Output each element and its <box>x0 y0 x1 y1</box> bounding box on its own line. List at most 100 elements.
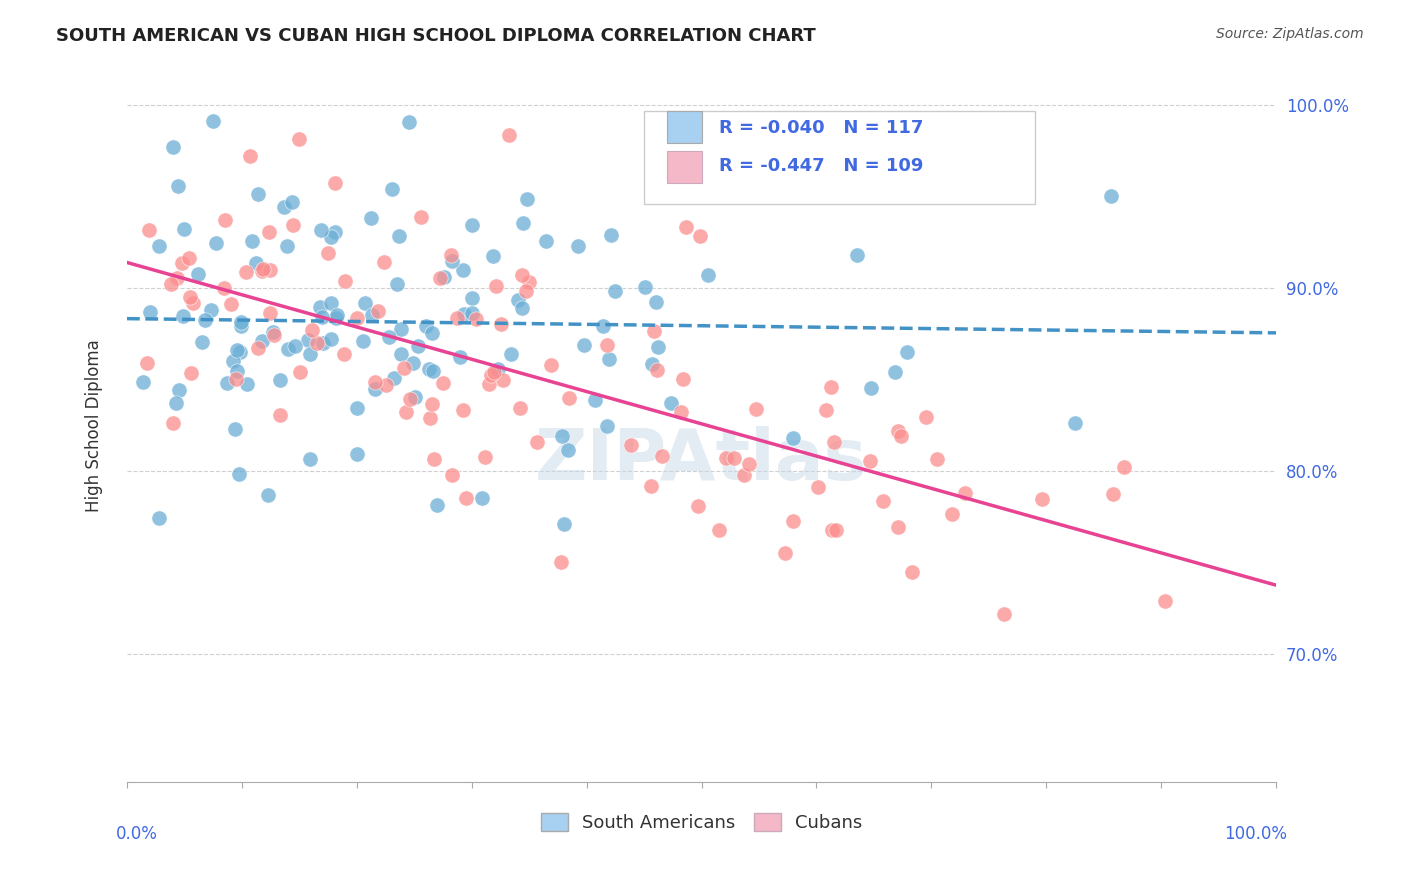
Cubans <box>745 401 768 416</box>
South Americans <box>364 382 387 396</box>
Cubans <box>429 271 451 285</box>
South Americans <box>224 422 246 436</box>
South Americans <box>391 321 413 335</box>
South Americans <box>172 310 194 324</box>
Text: ZIPAtlas: ZIPAtlas <box>536 426 868 495</box>
South Americans <box>641 357 664 371</box>
South Americans <box>461 219 484 233</box>
South Americans <box>553 517 575 532</box>
South Americans <box>600 228 623 243</box>
South Americans <box>360 308 382 322</box>
Cubans <box>723 451 745 466</box>
Cubans <box>825 523 848 537</box>
South Americans <box>501 347 523 361</box>
South Americans <box>382 371 405 385</box>
Cubans <box>773 546 796 560</box>
Cubans <box>162 416 184 430</box>
Cubans <box>669 405 692 419</box>
South Americans <box>659 396 682 410</box>
Cubans <box>890 428 912 442</box>
Cubans <box>252 263 274 277</box>
South Americans <box>557 442 579 457</box>
South Americans <box>696 268 718 282</box>
Cubans <box>453 402 475 417</box>
Cubans <box>479 368 502 383</box>
South Americans <box>311 310 333 324</box>
Text: R = -0.447   N = 109: R = -0.447 N = 109 <box>718 157 924 176</box>
South Americans <box>404 391 426 405</box>
South Americans <box>598 351 620 366</box>
South Americans <box>388 229 411 244</box>
South Americans <box>204 236 226 251</box>
South Americans <box>461 306 484 320</box>
Cubans <box>409 211 432 225</box>
Y-axis label: High School Diploma: High School Diploma <box>86 339 103 512</box>
South Americans <box>269 373 291 387</box>
Cubans <box>640 478 662 492</box>
South Americans <box>346 401 368 415</box>
South Americans <box>173 221 195 235</box>
South Americans <box>323 225 346 239</box>
Cubans <box>953 486 976 500</box>
South Americans <box>148 511 170 525</box>
Cubans <box>283 218 305 232</box>
Cubans <box>738 458 761 472</box>
South Americans <box>166 178 188 193</box>
Cubans <box>517 275 540 289</box>
Bar <box>666 112 702 144</box>
South Americans <box>896 345 918 359</box>
Cubans <box>172 256 194 270</box>
Cubans <box>263 327 285 342</box>
South Americans <box>132 376 155 390</box>
Cubans <box>498 128 520 142</box>
Cubans <box>364 376 387 390</box>
South Americans <box>139 305 162 319</box>
South Americans <box>433 270 456 285</box>
Cubans <box>367 303 389 318</box>
Text: Source: ZipAtlas.com: Source: ZipAtlas.com <box>1216 27 1364 41</box>
South Americans <box>297 333 319 347</box>
Cubans <box>820 380 842 394</box>
South Americans <box>319 230 342 244</box>
South Americans <box>846 247 869 261</box>
South Americans <box>226 343 249 358</box>
South Americans <box>247 186 270 201</box>
Cubans <box>259 263 281 277</box>
Cubans <box>398 392 420 406</box>
South Americans <box>277 342 299 356</box>
South Americans <box>200 302 222 317</box>
Cubans <box>941 508 963 522</box>
Cubans <box>707 523 730 537</box>
Cubans <box>1153 593 1175 607</box>
South Americans <box>165 396 187 410</box>
South Americans <box>884 365 907 379</box>
South Americans <box>245 255 267 269</box>
Cubans <box>160 277 183 292</box>
Cubans <box>259 306 281 320</box>
Cubans <box>439 247 461 261</box>
South Americans <box>298 452 321 467</box>
South Americans <box>276 239 298 253</box>
Cubans <box>219 297 242 311</box>
South Americans <box>319 296 342 310</box>
South Americans <box>420 326 443 340</box>
South Americans <box>440 254 463 268</box>
Cubans <box>515 284 537 298</box>
Cubans <box>489 317 512 331</box>
Cubans <box>645 362 668 376</box>
Cubans <box>474 450 496 465</box>
Cubans <box>288 132 311 146</box>
Cubans <box>484 365 506 379</box>
Cubans <box>478 377 501 392</box>
South Americans <box>228 467 250 481</box>
Cubans <box>558 392 581 406</box>
South Americans <box>647 340 669 354</box>
Cubans <box>1102 487 1125 501</box>
South Americans <box>298 347 321 361</box>
South Americans <box>326 308 349 322</box>
Cubans <box>456 491 478 505</box>
South Americans <box>281 194 304 209</box>
Text: 100.0%: 100.0% <box>1225 825 1288 843</box>
South Americans <box>190 334 212 349</box>
Cubans <box>288 365 311 379</box>
